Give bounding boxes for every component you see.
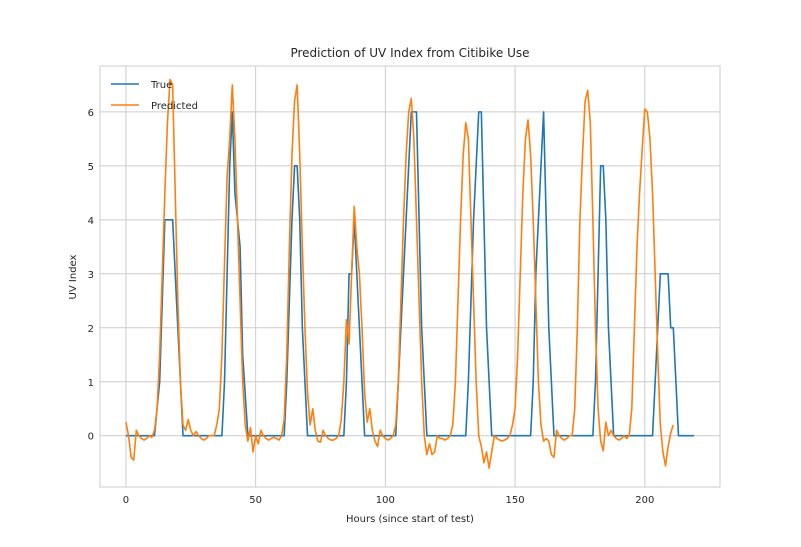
y-tick-label: 1 <box>88 378 94 389</box>
y-axis-label: UV Index <box>68 254 79 299</box>
x-tick-label: 100 <box>376 495 395 506</box>
y-tick-label: 3 <box>88 270 94 281</box>
y-tick-label: 4 <box>88 216 94 227</box>
plot-frame <box>99 65 721 488</box>
legend-label-predicted: Predicted <box>151 101 198 112</box>
series-line-predicted <box>125 78 675 469</box>
y-tick-label: 0 <box>88 432 94 443</box>
x-tick-label: 0 <box>123 495 129 506</box>
x-tick-label: 50 <box>249 495 262 506</box>
legend-label-true: True <box>150 80 172 91</box>
y-tick-label: 6 <box>88 108 94 119</box>
x-axis-label: Hours (since start of test) <box>346 514 474 525</box>
x-tick-labels: 0 50 100 150 200 <box>123 495 655 506</box>
y-tick-label: 2 <box>88 324 94 335</box>
series-lines <box>125 78 695 469</box>
x-tick-label: 200 <box>635 495 654 506</box>
y-tick-label: 5 <box>88 162 94 173</box>
legend: True Predicted <box>111 80 198 112</box>
y-tick-labels: 0 1 2 3 4 5 6 <box>88 108 94 443</box>
chart-title: Prediction of UV Index from Citibike Use <box>290 46 529 60</box>
grid <box>100 66 720 487</box>
x-tick-label: 150 <box>506 495 525 506</box>
series-line-true <box>125 111 695 437</box>
